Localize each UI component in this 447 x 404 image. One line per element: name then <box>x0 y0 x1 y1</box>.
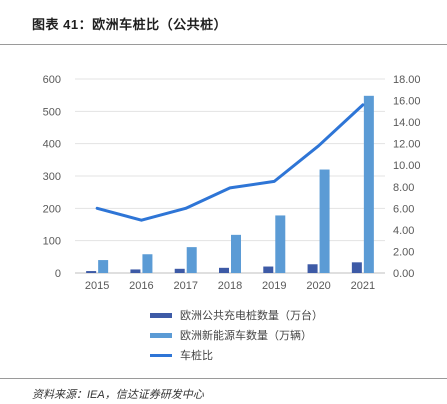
left-tick-label: 0 <box>55 268 61 280</box>
gridlines <box>75 78 385 274</box>
top-divider <box>0 44 447 45</box>
bar-vehicles <box>142 254 153 273</box>
right-tick-label: 18.00 <box>393 74 421 86</box>
x-tick-label: 2020 <box>306 280 330 292</box>
right-tick-label: 6.00 <box>393 203 414 215</box>
right-tick-label: 0.00 <box>393 268 414 280</box>
legend-label-chargers: 欧洲公共充电桩数量（万台） <box>180 310 323 322</box>
bar-chargers <box>86 271 97 273</box>
left-tick-label: 600 <box>43 74 61 86</box>
figure-title: 图表 41：欧洲车桩比（公共桩） <box>32 17 228 32</box>
right-tick-label: 10.00 <box>393 160 421 172</box>
right-tick-label: 2.00 <box>393 246 414 258</box>
bar-vehicles <box>98 260 109 273</box>
bar-chargers <box>219 267 229 273</box>
right-tick-label: 14.00 <box>393 117 421 129</box>
right-tick-label: 4.00 <box>393 225 414 237</box>
bottom-divider <box>0 378 447 379</box>
bar-vehicles <box>363 95 374 274</box>
right-tick-label: 16.00 <box>393 96 421 108</box>
left-tick-label: 100 <box>43 236 61 248</box>
source-note: 资料来源：IEA，信达证券研发中心 <box>32 389 204 401</box>
x-tick-label: 2019 <box>262 280 286 292</box>
bars <box>86 95 374 274</box>
legend-item-ratio: 车桩比 <box>150 345 323 365</box>
bar-chargers <box>307 264 318 273</box>
bar-chargers <box>263 266 274 273</box>
legend-item-vehicles: 欧洲新能源车数量（万辆） <box>150 325 323 345</box>
x-tick-label: 2016 <box>129 280 153 292</box>
legend: 欧洲公共充电桩数量（万台） 欧洲新能源车数量（万辆） 车桩比 <box>150 305 323 365</box>
left-tick-label: 500 <box>43 106 61 118</box>
bar-vehicles <box>186 247 197 273</box>
x-tick-label: 2018 <box>218 280 242 292</box>
left-axis-ticks: 0 100 200 300 400 500 600 <box>43 74 61 280</box>
x-tick-label: 2015 <box>85 280 109 292</box>
legend-item-chargers: 欧洲公共充电桩数量（万台） <box>150 305 323 325</box>
legend-label-ratio: 车桩比 <box>180 350 213 362</box>
right-axis-ticks: 0.00 2.00 4.00 6.00 8.00 10.00 12.00 14.00 16.00… <box>393 74 421 280</box>
left-tick-label: 400 <box>43 139 61 151</box>
right-tick-label: 12.00 <box>393 139 421 151</box>
bar-vehicles <box>319 169 330 273</box>
legend-label-vehicles: 欧洲新能源车数量（万辆） <box>180 330 312 342</box>
x-tick-label: 2021 <box>351 280 375 292</box>
bar-vehicles <box>231 234 241 273</box>
right-tick-label: 8.00 <box>393 182 414 194</box>
legend-swatch-vehicles <box>150 332 172 338</box>
bar-chargers <box>174 268 185 273</box>
legend-swatch-ratio <box>150 353 172 357</box>
ratio-line <box>95 103 365 222</box>
legend-swatch-chargers <box>150 312 172 318</box>
left-tick-label: 300 <box>43 171 61 183</box>
bar-chargers <box>130 269 141 273</box>
left-tick-label: 200 <box>43 203 61 215</box>
x-tick-label: 2017 <box>173 280 197 292</box>
bar-chargers <box>351 262 362 273</box>
bar-vehicles <box>275 215 286 273</box>
x-axis-ticks: 2015 2016 2017 2018 2019 2020 2021 <box>85 280 375 292</box>
